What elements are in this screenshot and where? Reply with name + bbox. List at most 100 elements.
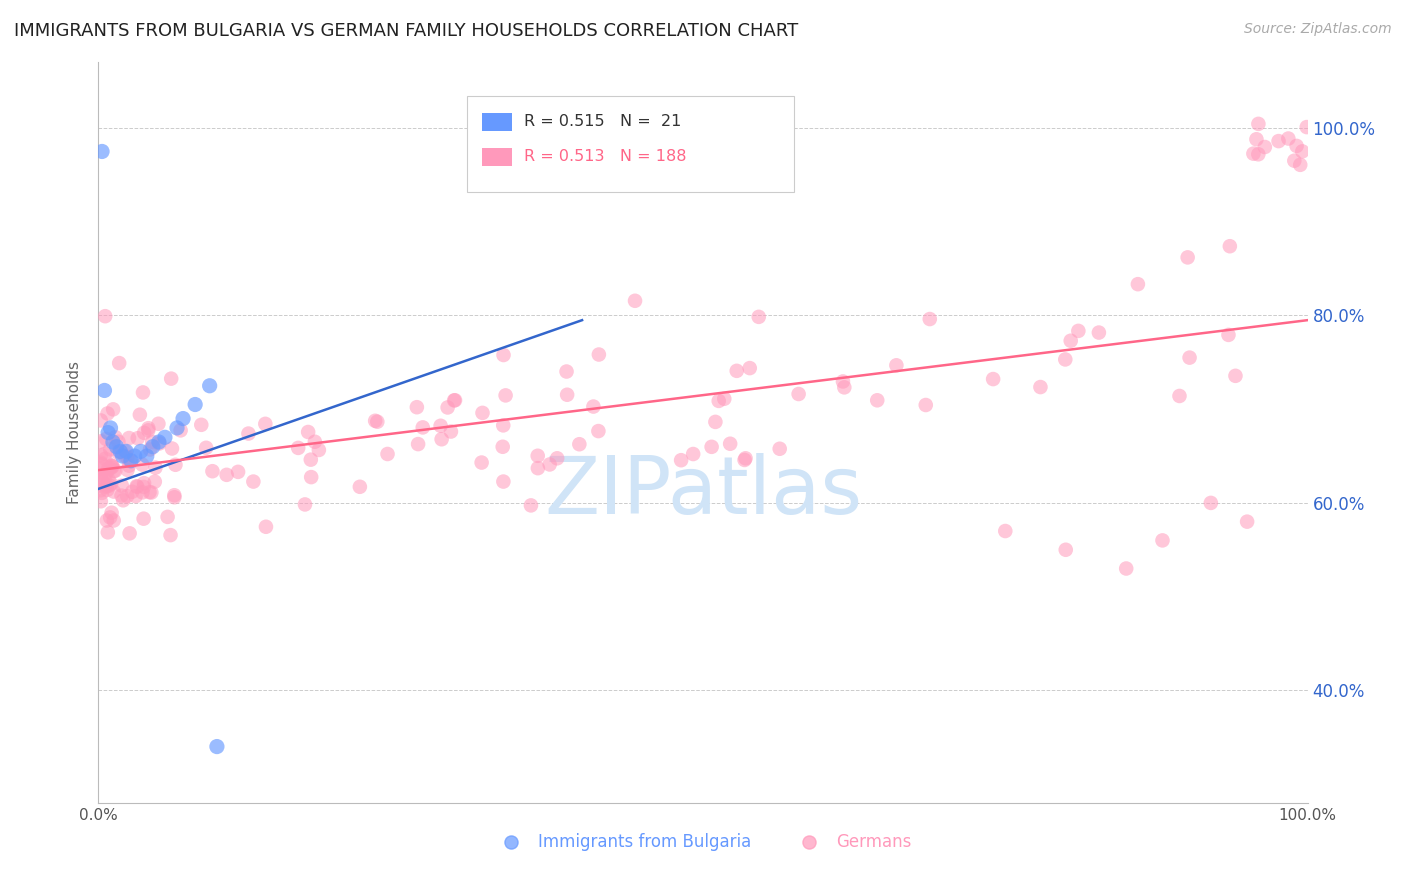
- Point: [160, 371, 183, 385]
- Point: [526, 449, 548, 463]
- Point: [94, 309, 117, 323]
- Point: [406, 437, 429, 451]
- Point: [100, 460, 122, 475]
- Point: [718, 436, 741, 450]
- Point: [104, 464, 127, 478]
- Point: [682, 447, 704, 461]
- Point: [1267, 134, 1289, 148]
- Point: [94, 447, 117, 461]
- Point: [105, 440, 128, 454]
- Point: [994, 524, 1017, 538]
- Point: [100, 421, 122, 435]
- Point: [242, 475, 264, 489]
- Point: [90, 461, 112, 475]
- Point: [1225, 368, 1247, 383]
- Point: [91, 145, 114, 159]
- Point: [430, 432, 453, 446]
- Point: [127, 431, 149, 445]
- Point: [1247, 117, 1270, 131]
- Point: [134, 425, 156, 440]
- Point: [97, 461, 120, 475]
- Point: [141, 434, 163, 449]
- Point: [734, 453, 756, 467]
- Point: [98, 478, 121, 492]
- Point: [166, 421, 188, 435]
- Point: [107, 445, 129, 459]
- Point: [118, 526, 141, 541]
- Point: [725, 364, 748, 378]
- Point: [1219, 239, 1241, 253]
- Point: [112, 493, 135, 508]
- Point: [94, 432, 117, 446]
- Point: [748, 310, 770, 324]
- Point: [136, 423, 159, 437]
- Point: [124, 449, 146, 463]
- Point: [624, 293, 647, 308]
- Point: [138, 421, 160, 435]
- Point: [96, 407, 118, 421]
- Text: IMMIGRANTS FROM BULGARIA VS GERMAN FAMILY HOUSEHOLDS CORRELATION CHART: IMMIGRANTS FROM BULGARIA VS GERMAN FAMIL…: [14, 22, 799, 40]
- Point: [172, 411, 194, 425]
- Point: [1247, 147, 1270, 161]
- Point: [132, 480, 155, 494]
- Point: [546, 451, 568, 466]
- Point: [1236, 515, 1258, 529]
- Point: [436, 401, 458, 415]
- Point: [201, 464, 224, 478]
- Point: [131, 485, 153, 500]
- Point: [1067, 324, 1090, 338]
- Point: [1178, 351, 1201, 365]
- Point: [115, 444, 138, 458]
- Point: [115, 489, 138, 503]
- Point: [169, 423, 191, 437]
- Point: [981, 372, 1004, 386]
- Point: [108, 356, 131, 370]
- Point: [156, 509, 179, 524]
- Point: [495, 388, 517, 402]
- Point: [700, 440, 723, 454]
- Point: [588, 424, 610, 438]
- Point: [101, 459, 124, 474]
- Point: [1289, 158, 1312, 172]
- Text: R = 0.513   N = 188: R = 0.513 N = 188: [524, 149, 686, 164]
- Point: [1291, 145, 1313, 159]
- Point: [128, 408, 150, 422]
- Point: [110, 445, 132, 459]
- Point: [94, 451, 117, 466]
- Point: [90, 448, 112, 462]
- Point: [492, 348, 515, 362]
- Point: [734, 451, 756, 466]
- Text: R = 0.515   N =  21: R = 0.515 N = 21: [524, 114, 682, 129]
- Point: [148, 436, 170, 450]
- Point: [492, 475, 515, 489]
- Point: [148, 435, 170, 450]
- Point: [90, 494, 112, 508]
- Point: [834, 380, 856, 394]
- Point: [97, 473, 120, 487]
- Point: [107, 434, 129, 449]
- Point: [97, 525, 120, 540]
- Point: [520, 499, 543, 513]
- Point: [117, 463, 139, 477]
- Point: [555, 388, 578, 402]
- Point: [405, 401, 427, 415]
- Point: [90, 471, 112, 485]
- Point: [163, 488, 186, 502]
- Point: [377, 447, 399, 461]
- Text: ZIPatlas: ZIPatlas: [544, 453, 862, 531]
- Point: [160, 442, 183, 456]
- Legend: Immigrants from Bulgaria, Germans: Immigrants from Bulgaria, Germans: [488, 826, 918, 857]
- FancyBboxPatch shape: [482, 112, 512, 131]
- Point: [471, 406, 494, 420]
- FancyBboxPatch shape: [467, 95, 793, 192]
- Point: [90, 457, 112, 471]
- Point: [1088, 326, 1111, 340]
- Point: [914, 398, 936, 412]
- Point: [444, 393, 467, 408]
- Y-axis label: Family Households: Family Households: [67, 361, 83, 504]
- Point: [114, 444, 136, 458]
- Point: [101, 402, 124, 417]
- Point: [492, 418, 515, 433]
- Text: Source: ZipAtlas.com: Source: ZipAtlas.com: [1244, 22, 1392, 37]
- Point: [163, 490, 186, 504]
